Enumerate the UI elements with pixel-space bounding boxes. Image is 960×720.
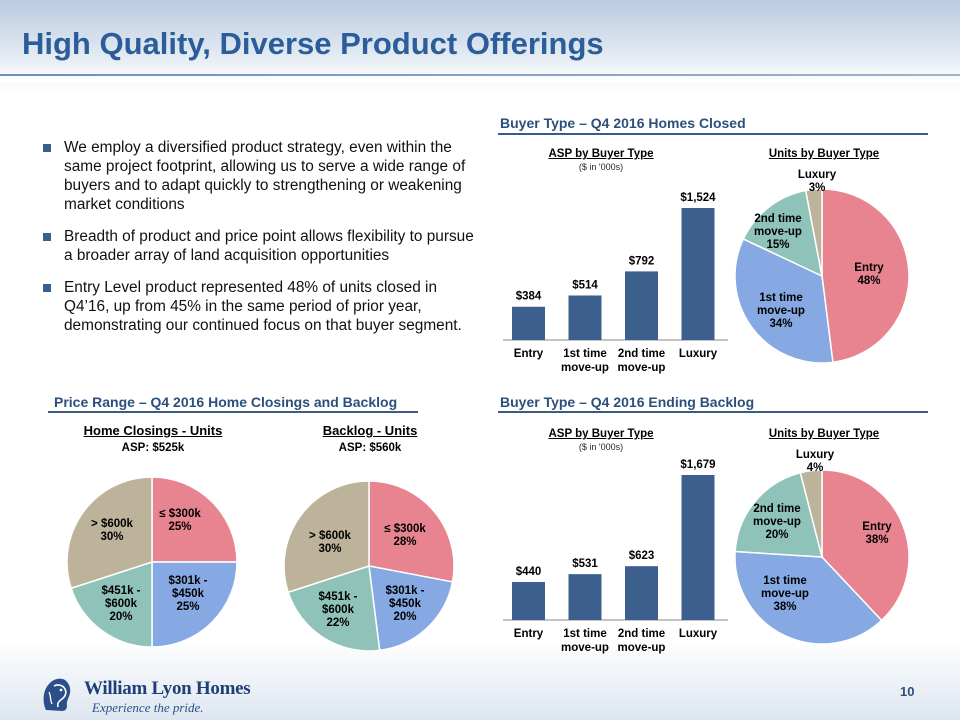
title-divider <box>0 74 960 76</box>
section-rule <box>48 411 418 413</box>
closed-units-slice-label: 2nd time move-up 15% <box>754 213 802 251</box>
backlog-asp-data-label: $531 <box>572 558 598 570</box>
closed-units-slice-label: 1st time move-up 34% <box>757 292 805 330</box>
backlog-asp-category-label: Luxury <box>679 628 718 640</box>
closed-asp-bar <box>568 295 602 340</box>
section-head-backlog: Buyer Type – Q4 2016 Ending Backlog <box>500 394 755 410</box>
backlog-asp-data-label: $1,679 <box>680 459 715 471</box>
closed-units-slice-label: Entry 48% <box>854 262 884 287</box>
backlog-units-slice <box>821 469 910 622</box>
closed-asp-category-label: Luxury <box>679 348 718 360</box>
closed-asp-bar <box>512 306 545 340</box>
closings-price-slice-label: $451k -$600k 20% <box>101 585 140 623</box>
backlog-asp-title: ASP by Buyer Type <box>548 428 654 440</box>
backlog-units-slice-label: Entry 38% <box>862 521 892 546</box>
backlog-price-slice-label: > $600k 30% <box>309 530 351 555</box>
closed-units-slice <box>742 189 824 278</box>
backlog-units-slice <box>734 471 823 558</box>
section-head-closed: Buyer Type – Q4 2016 Homes Closed <box>500 115 746 131</box>
closed-asp-data-label: $384 <box>516 291 542 303</box>
closings-price-title: Home Closings - Units <box>83 423 223 438</box>
closed-asp-bar <box>625 271 658 340</box>
bullet-item: We employ a diversified product strategy… <box>42 138 482 214</box>
closings-price-slice-label: > $600k 30% <box>91 518 133 543</box>
closed-asp-data-label: $514 <box>572 279 598 291</box>
closed-asp-data-label: $792 <box>629 255 655 267</box>
backlog-units-title: Units by Buyer Type <box>768 428 880 440</box>
backlog-price-slice-label: $451k -$600k 22% <box>318 591 357 629</box>
backlog-asp-category-label: Entry <box>514 628 544 640</box>
backlog-asp-units: ($ in '000s) <box>578 442 624 452</box>
backlog-units-slice-label: 2nd time move-up 20% <box>753 503 801 541</box>
backlog-price-slice-label: ≤ $300k 28% <box>384 523 426 548</box>
closed-asp-units: ($ in '000s) <box>578 162 624 172</box>
backlog-price-asp: ASP: $560k <box>338 442 402 454</box>
backlog-asp-bar <box>568 574 602 620</box>
closed-asp-bar <box>681 208 715 340</box>
closed-units-slice-label: Luxury 3% <box>798 169 837 194</box>
backlog-units-slice <box>734 550 883 645</box>
closed-asp-category-label: Entry <box>514 348 544 360</box>
closings-price-slice-label: $301k -$450k 25% <box>168 575 207 613</box>
backlog-asp-bar <box>512 582 545 620</box>
closed-units-slice <box>804 188 823 277</box>
backlog-price-slice <box>287 565 381 652</box>
backlog-price-slice <box>368 565 454 652</box>
backlog-price-slice-label: $301k -$450k 20% <box>385 585 424 623</box>
lion-head-icon <box>43 678 71 711</box>
company-name: William Lyon Homes <box>84 678 251 699</box>
backlog-asp-category-label: 2nd time move-up <box>618 628 666 654</box>
company-tagline: Experience the pride. <box>92 700 204 715</box>
backlog-price-slice <box>283 480 370 594</box>
backlog-units-slice <box>799 469 823 558</box>
closings-price-asp: ASP: $525k <box>121 442 185 454</box>
section-head-price-range: Price Range – Q4 2016 Home Closings and … <box>54 394 398 410</box>
backlog-asp-category-label: 1st time move-up <box>561 628 609 654</box>
bullet-item: Entry Level product represented 48% of u… <box>42 278 482 335</box>
backlog-price-slice <box>368 480 455 583</box>
closed-asp-category-label: 2nd time move-up <box>618 348 666 374</box>
page-number: 10 <box>900 684 915 699</box>
page-title: High Quality, Diverse Product Offerings <box>22 26 604 61</box>
backlog-asp-bar <box>625 566 658 620</box>
closings-price-slice <box>151 476 238 563</box>
backlog-units-slice-label: 1st time move-up 38% <box>761 575 809 613</box>
bullet-item: Breadth of product and price point allow… <box>42 227 482 265</box>
section-rule <box>498 133 928 135</box>
bullet-list: We employ a diversified product strategy… <box>42 138 482 348</box>
closings-price-slice <box>151 561 238 648</box>
closed-asp-title: ASP by Buyer Type <box>548 148 654 160</box>
closed-units-slice <box>821 188 910 364</box>
backlog-asp-data-label: $623 <box>629 550 655 562</box>
closings-price-slice <box>66 476 153 590</box>
closed-asp-data-label: $1,524 <box>680 192 716 204</box>
backlog-units-slice-label: Luxury 4% <box>796 449 835 474</box>
closings-price-slice <box>70 560 153 648</box>
closed-asp-category-label: 1st time move-up <box>561 348 609 374</box>
closed-units-title: Units by Buyer Type <box>768 148 880 160</box>
section-rule <box>498 411 928 413</box>
backlog-price-title: Backlog - Units <box>322 423 418 438</box>
backlog-asp-data-label: $440 <box>516 566 542 578</box>
title-band <box>0 0 960 82</box>
backlog-asp-bar <box>681 475 715 620</box>
closings-price-slice-label: ≤ $300k 25% <box>159 508 201 533</box>
